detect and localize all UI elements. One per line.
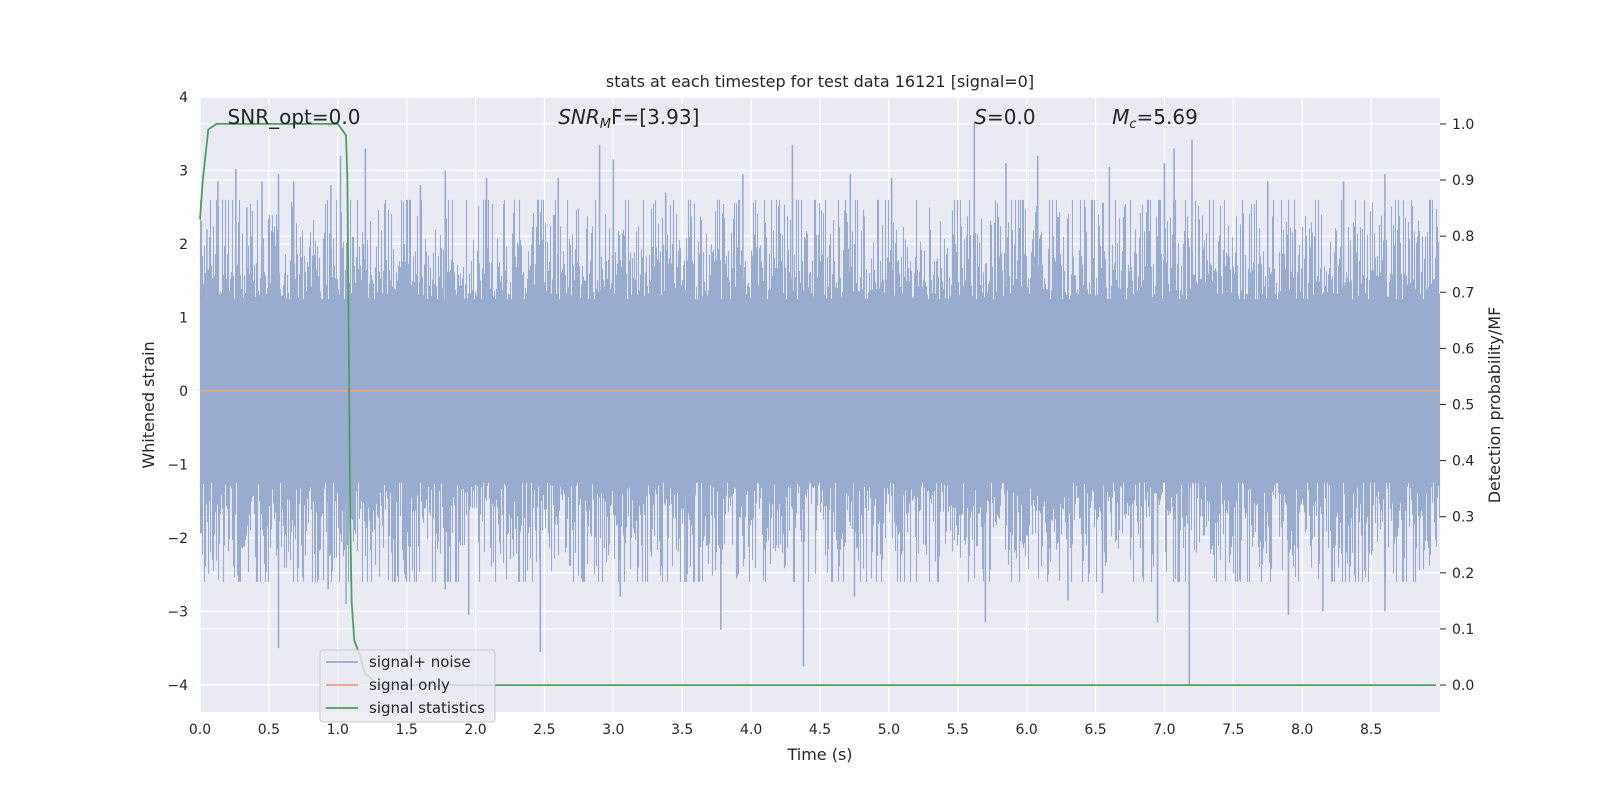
x-tick-label: 3.5 [671,722,693,738]
y2-tick-label: 0.1 [1452,622,1474,638]
y-axis-left: 4 3 2 1 0 −1 −2 −3 −4 [167,90,188,694]
y2-tick-label: 0.8 [1452,229,1474,245]
y2-axis-title: Detection probability/MF [1485,307,1504,504]
y-tick-label: −1 [167,457,188,473]
y2-tick-label: 0.6 [1452,341,1474,357]
x-tick-label: 7.0 [1153,722,1175,738]
y2-tick-label: 0.9 [1452,173,1474,189]
y2-tick-label: 0.0 [1452,678,1474,694]
y-tick-label: 1 [179,310,188,326]
y2-tick-label: 0.5 [1452,398,1474,414]
chart-title: stats at each timestep for test data 161… [606,72,1034,91]
annotation-text: SNRMF=[3.93] [558,105,699,132]
annotation-text: S=0.0 [974,105,1035,129]
y2-tick-label: 0.4 [1452,454,1474,470]
x-tick-label: 8.5 [1360,722,1382,738]
x-tick-label: 4.5 [809,722,831,738]
x-tick-label: 1.0 [327,722,349,738]
y2-tick-label: 0.2 [1452,566,1474,582]
y2-tick-label: 0.7 [1452,285,1474,301]
legend-label-noise: signal+ noise [369,653,471,671]
x-tick-label: 7.5 [1222,722,1244,738]
x-tick-label: 5.0 [878,722,900,738]
x-tick-label: 0.0 [189,722,211,738]
legend-label-stats: signal statistics [369,699,485,717]
y-axis-title: Whitened strain [139,341,158,468]
y-tick-label: −4 [167,678,188,694]
x-tick-label: 3.0 [602,722,624,738]
x-tick-label: 2.0 [464,722,486,738]
annotation-text: Mc=5.69 [1112,105,1198,132]
x-tick-label: 6.5 [1084,722,1106,738]
y-tick-label: 3 [179,163,188,179]
x-tick-label: 2.5 [533,722,555,738]
series-line-signal-statistics [199,123,1436,686]
legend-label-signal: signal only [369,676,450,694]
x-tick-label: 8.0 [1291,722,1313,738]
annotation-text: SNR_opt=0.0 [228,105,361,129]
x-tick-label: 4.0 [740,722,762,738]
x-axis-title: Time (s) [786,745,852,764]
x-axis: 0.0 0.5 1.0 1.5 2.0 2.5 3.0 3.5 4.0 4.5 5.0 5.5 6.0 6… [189,722,1382,738]
annotations: SNR_opt=0.0 SNRMF=[3.93] S=0.0 Mc=5.69 [228,105,1198,132]
y2-tick-label: 0.3 [1452,510,1474,526]
y-tick-label: 4 [179,90,188,106]
y-tick-label: 0 [179,384,188,400]
y-axis-right: 1.0 0.9 0.8 0.7 0.6 0.5 0.4 0.3 0.2 0.1 0.0 [1440,117,1474,694]
y-tick-label: 2 [179,237,188,253]
legend: signal+ noise signal only signal statist… [319,649,496,723]
y-tick-label: −2 [167,531,188,547]
x-tick-label: 1.5 [396,722,418,738]
y-tick-label: −3 [167,604,188,620]
legend-box [319,649,496,723]
x-tick-label: 6.0 [1016,722,1038,738]
y2-tick-label: 1.0 [1452,117,1474,133]
x-tick-label: 5.5 [947,722,969,738]
line-series [199,123,1440,686]
x-tick-label: 0.5 [258,722,280,738]
